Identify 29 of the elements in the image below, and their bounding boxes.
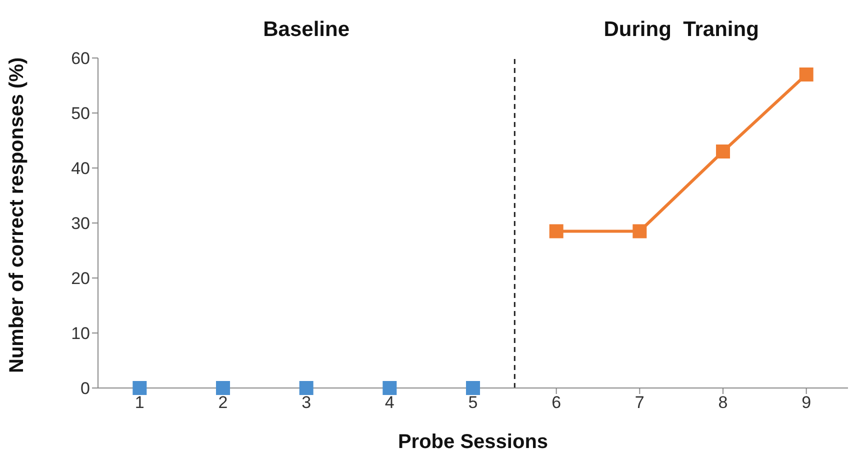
y-tick-label: 60 <box>71 49 90 68</box>
x-axis-title: Probe Sessions <box>398 431 548 453</box>
x-tick-label: 9 <box>802 393 812 412</box>
point <box>132 381 147 395</box>
y-tick-label: 30 <box>71 214 90 234</box>
point <box>466 381 480 395</box>
y-tick-label: 10 <box>71 324 90 344</box>
x-tick-label: 3 <box>302 393 312 412</box>
point <box>382 381 397 395</box>
point <box>632 224 647 238</box>
x-tick-label: 8 <box>718 393 728 412</box>
point <box>716 144 730 158</box>
point <box>299 381 314 395</box>
point <box>799 68 814 82</box>
point <box>216 381 230 395</box>
y-tick-label: 20 <box>71 269 90 288</box>
point <box>549 224 564 238</box>
y-tick-label: 50 <box>71 104 90 124</box>
x-tick-label: 7 <box>634 393 644 412</box>
text: Baseline <box>263 18 350 42</box>
x-tick-label: 1 <box>134 393 144 412</box>
y-axis-title: Number of correct responses (%) <box>6 57 28 373</box>
x-tick-label: 6 <box>552 393 562 412</box>
y-tick-label: 40 <box>71 159 90 178</box>
x-tick-label: 5 <box>468 393 478 412</box>
text: During Traning <box>604 18 759 42</box>
x-tick-label: 2 <box>218 393 228 412</box>
x-tick-label: 4 <box>384 393 394 412</box>
y-tick-label: 0 <box>80 379 90 398</box>
